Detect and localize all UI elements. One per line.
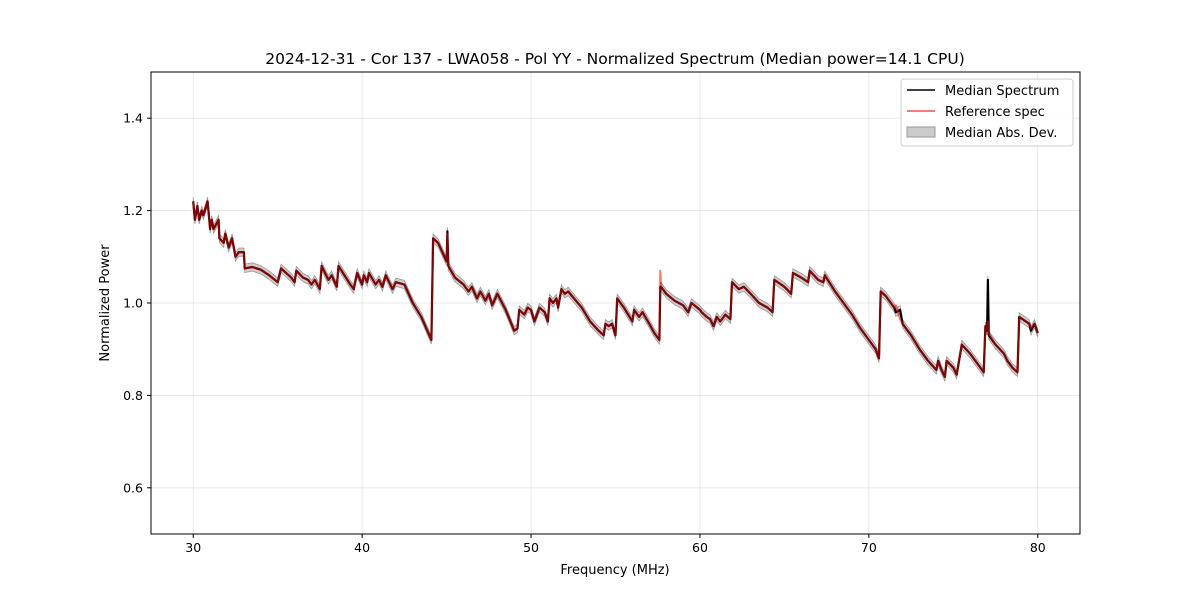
y-tick-label: 0.8 (123, 388, 143, 403)
y-tick-label: 0.6 (123, 480, 143, 495)
y-axis-ticks: 0.6 0.8 1.0 1.2 1.4 (123, 111, 151, 495)
x-axis-label: Frequency (MHz) (560, 563, 669, 578)
y-tick-label: 1.2 (123, 203, 143, 218)
x-tick-label: 60 (692, 540, 708, 555)
x-tick-label: 70 (861, 540, 877, 555)
legend-median-label: Median Spectrum (945, 84, 1059, 99)
legend-mad-swatch (906, 126, 936, 138)
y-tick-label: 1.4 (123, 111, 143, 126)
x-tick-label: 30 (185, 540, 201, 555)
chart-title: 2024-12-31 - Cor 137 - LWA058 - Pol YY -… (265, 50, 965, 68)
y-axis-label: Normalized Power (98, 244, 113, 362)
legend: Median Spectrum Reference spec Median Ab… (900, 78, 1074, 147)
x-axis-ticks: 30 40 50 60 70 80 (185, 534, 1046, 555)
x-tick-label: 40 (354, 540, 370, 555)
legend-mad-label: Median Abs. Dev. (945, 126, 1057, 141)
legend-frame (900, 78, 1074, 147)
legend-reference-label: Reference spec (945, 105, 1045, 120)
x-tick-label: 50 (523, 540, 539, 555)
x-tick-label: 80 (1030, 540, 1046, 555)
reference-spectrum-line (192, 200, 1039, 378)
y-tick-label: 1.0 (123, 296, 143, 311)
plot-area (192, 197, 1039, 383)
